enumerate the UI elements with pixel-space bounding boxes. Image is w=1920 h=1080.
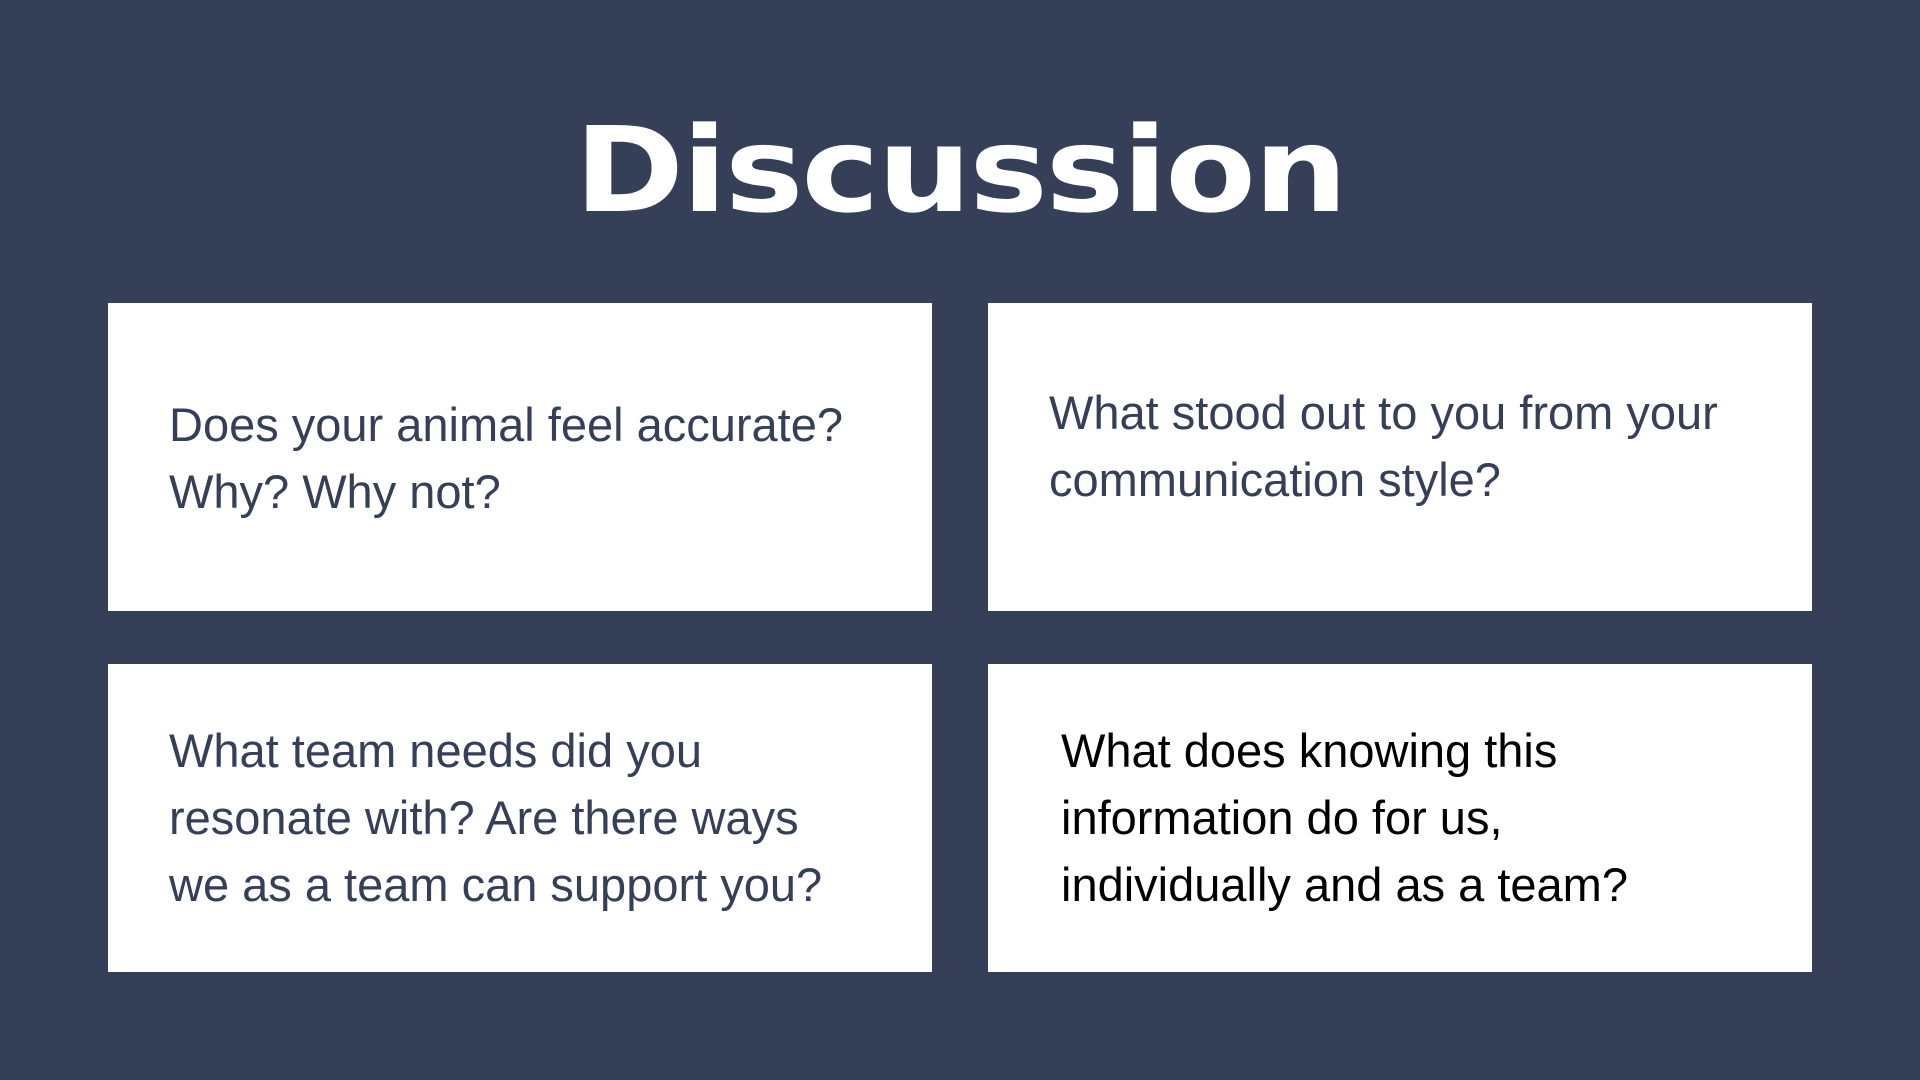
discussion-card: Does your animal feel accurate? Why? Why… bbox=[108, 303, 932, 611]
discussion-question: What stood out to you from your communic… bbox=[1049, 386, 1718, 506]
discussion-question: What team needs did you resonate with? A… bbox=[169, 724, 823, 911]
discussion-card: What stood out to you from your communic… bbox=[988, 303, 1812, 611]
discussion-card: What does knowing this information do fo… bbox=[988, 664, 1812, 972]
discussion-question: Does your animal feel accurate? Why? Why… bbox=[169, 398, 844, 518]
slide-title: Discussion bbox=[574, 101, 1347, 239]
discussion-question: What does knowing this information do fo… bbox=[1061, 724, 1628, 911]
discussion-card: What team needs did you resonate with? A… bbox=[108, 664, 932, 972]
